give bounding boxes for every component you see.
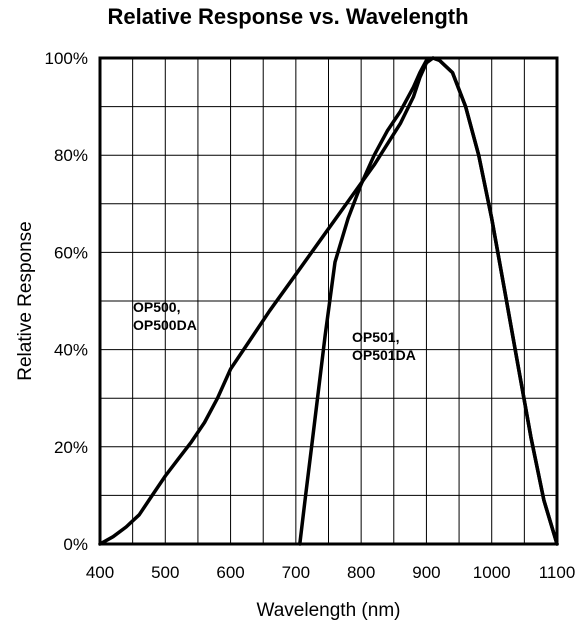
y-tick-label: 100%: [45, 49, 88, 68]
y-tick-label: 80%: [54, 146, 88, 165]
y-tick-labels: 0% 20% 40% 60% 80% 100%: [45, 49, 88, 554]
series-labels: OP500, OP500DA OP501, OP501DA: [133, 299, 416, 363]
series-label-2: OP501,: [352, 329, 399, 345]
chart-title: Relative Response vs. Wavelength: [107, 4, 469, 29]
y-tick-label: 60%: [54, 243, 88, 262]
series-label-2: OP501DA: [352, 347, 416, 363]
series-lines: [98, 56, 559, 546]
y-tick-label: 40%: [54, 341, 88, 360]
x-tick-label: 900: [412, 563, 440, 582]
x-axis-label: Wavelength (nm): [257, 600, 401, 621]
series-line-2: [298, 56, 559, 546]
grid: [100, 58, 557, 544]
x-tick-label: 400: [86, 563, 114, 582]
x-tick-label: 500: [151, 563, 179, 582]
x-tick-label: 600: [216, 563, 244, 582]
x-tick-label: 700: [282, 563, 310, 582]
plot-frame: [98, 56, 559, 546]
series-label-1: OP500DA: [133, 317, 197, 333]
y-tick-label: 20%: [54, 438, 88, 457]
x-tick-label: 1100: [539, 563, 576, 582]
series-label-1: OP500,: [133, 299, 180, 315]
x-tick-label: 1000: [473, 563, 511, 582]
y-tick-label: 0%: [63, 535, 88, 554]
y-axis-label: Relative Response: [15, 221, 36, 380]
x-tick-labels: 400 500 600 700 800 900 1000 1100: [86, 563, 575, 582]
x-tick-label: 800: [347, 563, 375, 582]
